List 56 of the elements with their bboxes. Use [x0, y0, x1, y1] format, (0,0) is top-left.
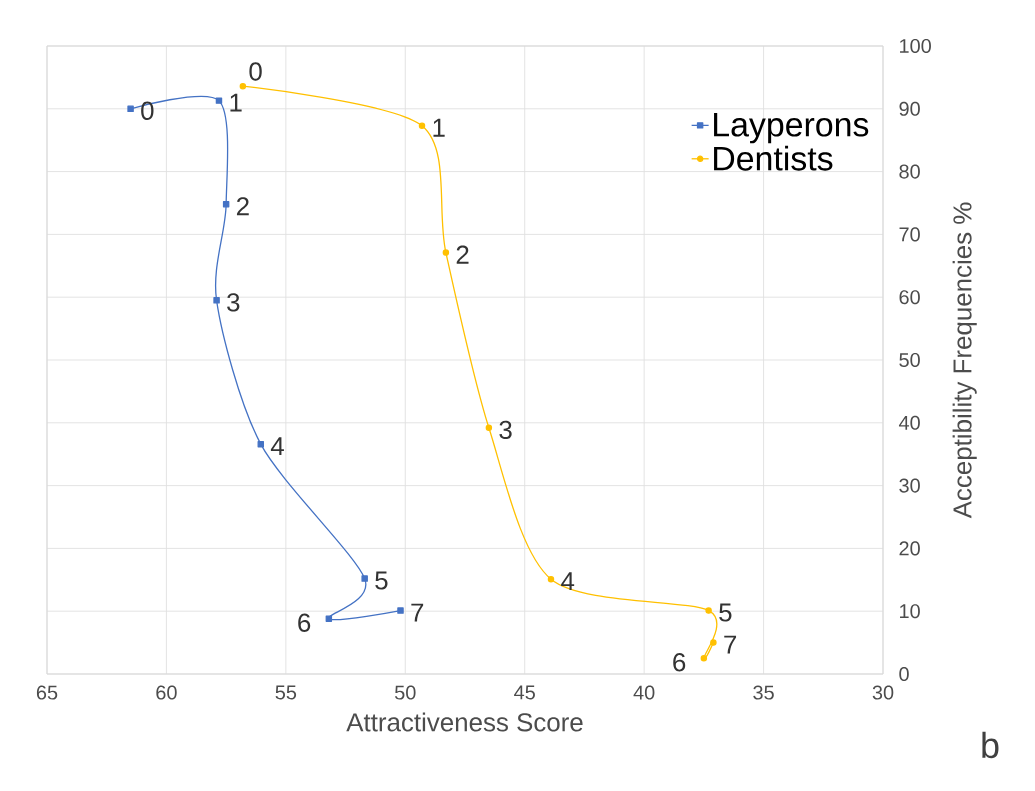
- annotation: 1: [230, 93, 242, 112]
- x-tick-label: 35: [753, 685, 774, 700]
- point: [215, 97, 223, 104]
- point: [485, 424, 493, 432]
- y-tick-label: 70: [899, 227, 920, 242]
- point: [361, 575, 368, 582]
- legend-label: Layperons: [714, 112, 869, 144]
- point: [705, 607, 712, 614]
- x-tick-label: 30: [872, 685, 894, 700]
- x-axis-title: Attractiveness Score: [346, 712, 583, 732]
- annotation: 6: [298, 613, 311, 632]
- point: [710, 639, 717, 646]
- x-tick-label: 40: [633, 685, 655, 700]
- y-tick-label: 40: [898, 415, 920, 430]
- y-tick-label: 60: [899, 290, 920, 305]
- annotation: 0: [249, 62, 262, 81]
- point: [213, 297, 220, 304]
- annotation: 2: [456, 245, 469, 264]
- text: b: [982, 731, 999, 759]
- annotation: 5: [719, 603, 732, 622]
- y-tick-label: 50: [899, 352, 920, 368]
- annotation: 6: [673, 653, 686, 672]
- x-tick-label: 50: [394, 685, 416, 700]
- point: [700, 655, 708, 662]
- point: [442, 249, 450, 256]
- y-tick-label: 90: [899, 101, 920, 116]
- point: [547, 575, 555, 583]
- y-tick-label: 0: [899, 666, 909, 682]
- point: [325, 615, 333, 622]
- x-tick-label: 65: [36, 685, 58, 700]
- annotation: 2: [236, 197, 249, 216]
- annotation: 1: [433, 118, 445, 137]
- annotation: 4: [270, 437, 284, 456]
- point: [257, 440, 265, 448]
- y-tick-label: 80: [899, 164, 920, 179]
- y-tick-label: 100: [900, 38, 931, 54]
- annotation: 3: [499, 420, 512, 439]
- point: [222, 201, 230, 208]
- x-tick-label: 45: [514, 685, 535, 700]
- annotation: 7: [411, 603, 424, 622]
- annotation: 4: [561, 572, 575, 591]
- point: [239, 82, 247, 90]
- y-axis-title: Acceptibility Frequencies %: [952, 202, 977, 519]
- annotation: 3: [227, 293, 240, 312]
- x-tick-label: 60: [156, 685, 177, 700]
- annotation: 0: [141, 101, 154, 120]
- point: [397, 607, 404, 614]
- annotation: 5: [375, 571, 388, 590]
- y-tick-label: 30: [899, 478, 920, 493]
- point: [418, 122, 426, 129]
- point: [127, 105, 134, 113]
- y-tick-label: 10: [900, 604, 920, 619]
- x-tick-label: 55: [275, 685, 297, 700]
- annotation: 7: [724, 635, 737, 654]
- y-tick-label: 20: [899, 541, 920, 556]
- legend-label: Dentists: [714, 145, 833, 171]
